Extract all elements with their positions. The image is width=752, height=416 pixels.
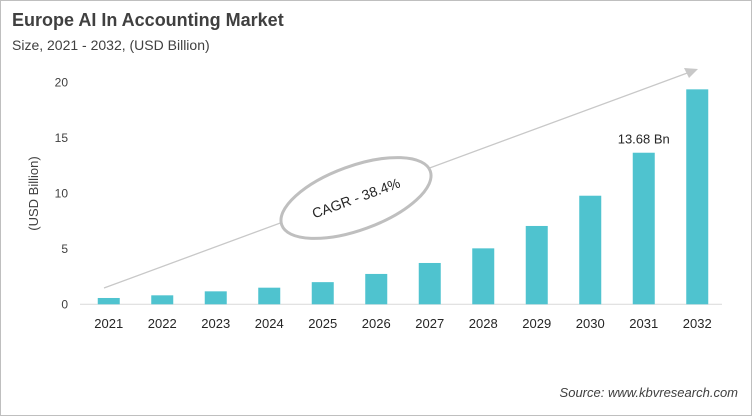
source-note: Source: www.kbvresearch.com [559,385,738,400]
data-label-2031: 13.68 Bn [618,132,670,147]
bar-2030 [579,195,602,305]
x-tick-label: 2025 [308,316,337,331]
x-tick-label: 2021 [94,316,123,331]
y-axis-label: (USD Billion) [26,156,41,230]
cagr-ellipse [279,156,433,240]
x-tick-label: 2029 [522,316,551,331]
y-tick-label: 20 [55,76,69,90]
x-tick-label: 2023 [201,316,230,331]
bar-2031 [632,152,655,305]
x-tick-label: 2032 [683,316,712,331]
x-tick-label: 2031 [629,316,658,331]
bar-2023 [204,291,227,305]
x-tick-label: 2030 [576,316,605,331]
bar-2024 [258,287,281,305]
y-tick-label: 5 [61,242,68,256]
bar-2029 [525,225,548,305]
x-tick-label: 2027 [415,316,444,331]
bar-2028 [472,248,495,305]
y-tick-label: 0 [61,297,68,311]
x-tick-label: 2026 [362,316,391,331]
chart-title: Europe AI In Accounting Market [12,10,284,30]
y-tick-label: 10 [55,187,69,201]
bar-2022 [151,295,174,305]
bar-2026 [365,273,388,305]
chart-subtitle: Size, 2021 - 2032, (USD Billion) [12,37,210,53]
x-tick-label: 2028 [469,316,498,331]
x-tick-label: 2022 [148,316,177,331]
bar-2032 [686,89,709,305]
bar-2025 [311,282,334,305]
x-tick-label: 2024 [255,316,284,331]
bar-2027 [418,262,441,305]
y-tick-label: 15 [55,131,69,145]
trend-arrow-head [684,68,698,78]
bar-2021 [97,297,120,305]
